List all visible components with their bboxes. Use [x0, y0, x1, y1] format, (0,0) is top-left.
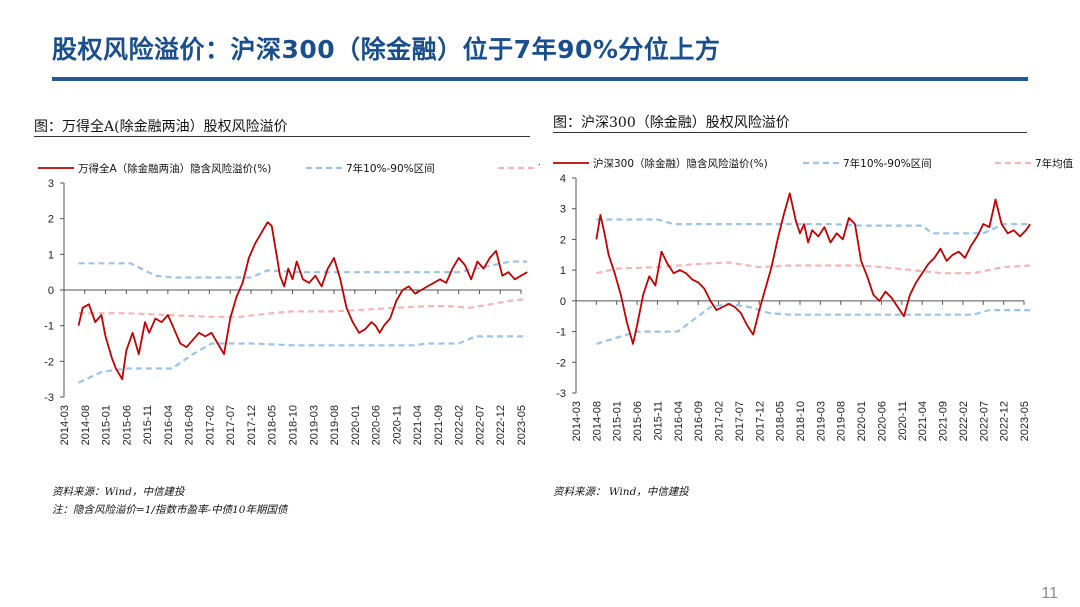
- left-figure-title: 图：万得全A(除金融两油）股权风险溢价: [34, 119, 288, 135]
- right-x-tick-label: 2015-06: [632, 401, 644, 441]
- right-x-tick-label: 2019-08: [836, 401, 848, 441]
- left-x-tick-label: 2023-05: [516, 405, 528, 445]
- slide-title: 股权风险溢价：沪深300（除金融）位于7年90%分位上方: [52, 35, 721, 64]
- left-x-tick-label: 2022-02: [454, 405, 466, 445]
- right-legend-label-2: 7年均值: [1035, 157, 1074, 170]
- right-y-tick-label: -3: [556, 388, 566, 400]
- left-x-tick-label: 2015-11: [142, 405, 154, 445]
- right-x-tick-label: 2020-06: [877, 401, 889, 441]
- left-x-tick-label: 2015-06: [121, 405, 133, 445]
- left-main-series-line: [77, 221, 528, 381]
- right-x-tick-label: 2014-03: [571, 401, 583, 441]
- left-note: 注：隐含风险溢价=1/指数市盈率-中债10年期国债: [52, 504, 288, 516]
- left-legend-label-2: 7年均值: [538, 162, 540, 175]
- right-y-tick-label: 4: [560, 173, 566, 185]
- right-x-tick-label: 2019-03: [815, 401, 827, 441]
- left-x-tick-label: 2022-12: [495, 405, 507, 445]
- right-mean-line: [596, 261, 1031, 275]
- left-source: 资料来源：Wind，中信建投: [52, 486, 185, 498]
- page-number: 11: [1041, 585, 1058, 602]
- left-x-tick-label: 2020-01: [350, 405, 362, 445]
- right-figure-title: 图：沪深300（除金融）股权风险溢价: [553, 115, 790, 131]
- left-y-tick-label: -2: [44, 356, 54, 368]
- left-x-tick-label: 2021-04: [412, 405, 424, 445]
- right-x-tick-label: 2017-02: [714, 401, 726, 441]
- right-source: 资料来源： Wind，中信建投: [553, 486, 689, 498]
- left-y-tick-label: 0: [48, 285, 54, 297]
- left-x-tick-label: 2018-05: [267, 405, 279, 445]
- left-y-tick-label: 2: [48, 214, 54, 226]
- right-legend-label-0: 沪深300（除金融）隐含风险溢价(%): [593, 157, 768, 170]
- right-x-tick-label: 2022-12: [999, 401, 1011, 441]
- left-x-tick-label: 2015-01: [101, 405, 113, 445]
- left-band-lower-line: [78, 335, 528, 384]
- right-x-tick-label: 2022-02: [958, 401, 970, 441]
- left-x-tick-label: 2017-12: [246, 405, 258, 445]
- right-y-tick-label: -2: [556, 357, 566, 369]
- right-x-tick-label: 2017-12: [754, 401, 766, 441]
- left-x-tick-label: 2021-09: [433, 405, 445, 445]
- left-x-tick-label: 2017-07: [225, 405, 237, 445]
- left-x-tick-label: 2019-03: [308, 405, 320, 445]
- left-x-tick-label: 2020-11: [391, 405, 403, 445]
- right-x-tick-label: 2015-11: [653, 401, 665, 441]
- left-x-tick-label: 2017-02: [204, 405, 216, 445]
- right-x-tick-label: 2017-07: [734, 401, 746, 441]
- left-chart: -3 -2 -1 0 1 2 3 2014-03 2014-08 2015-01 2015-06 20…: [38, 162, 540, 445]
- right-chart: -3 -2 -1 0 1 2 3 4 2014-03 2014-08 2015-01 2015-06 2…: [553, 157, 1074, 441]
- right-x-tick-label: 2016-09: [693, 401, 705, 441]
- left-x-tick-label: 2014-03: [59, 405, 71, 445]
- right-y-tick-label: 0: [560, 296, 566, 308]
- right-main-series-line: [595, 192, 1031, 345]
- right-x-tick-label: 2022-07: [978, 401, 990, 441]
- right-band-lower-line: [596, 302, 1031, 345]
- right-x-tick-label: 2015-01: [612, 401, 624, 441]
- left-x-tick-label: 2019-08: [329, 405, 341, 445]
- left-figure-rule: [34, 136, 530, 137]
- title-rule: [52, 77, 1028, 81]
- right-x-tick-label: 2020-01: [856, 401, 868, 441]
- left-band-upper-line: [78, 260, 528, 279]
- left-legend-label-1: 7年10%-90%区间: [346, 162, 435, 175]
- right-y-tick-label: 3: [560, 204, 566, 216]
- left-x-tick-label: 2018-10: [288, 405, 300, 445]
- right-y-tick-label: -1: [556, 327, 566, 339]
- right-x-tick-label: 2021-09: [938, 401, 950, 441]
- right-y-tick-label: 1: [560, 265, 566, 277]
- right-figure-rule: [553, 132, 1027, 133]
- left-x-tick-label: 2016-04: [163, 405, 175, 445]
- right-x-tick-label: 2021-04: [917, 401, 929, 441]
- right-x-tick-label: 2016-04: [673, 401, 685, 441]
- left-y-tick-label: -1: [44, 321, 54, 333]
- left-y-tick-label: -3: [44, 392, 54, 404]
- left-x-tick-label: 2020-06: [371, 405, 383, 445]
- left-x-tick-label: 2014-08: [80, 405, 92, 445]
- right-band-upper-line: [596, 218, 1031, 235]
- left-mean-line: [78, 297, 528, 318]
- right-legend-label-1: 7年10%-90%区间: [843, 157, 932, 170]
- right-x-tick-label: 2014-08: [591, 401, 603, 441]
- right-x-tick-label: 2023-05: [1019, 401, 1031, 441]
- left-legend-label-0: 万得全A（除金融两油）隐含风险溢价(%): [78, 162, 271, 175]
- left-y-tick-label: 3: [48, 178, 54, 190]
- left-x-tick-label: 2016-09: [184, 405, 196, 445]
- right-x-tick-label: 2020-11: [897, 401, 909, 441]
- left-y-tick-label: 1: [48, 249, 54, 261]
- right-x-tick-label: 2018-10: [795, 401, 807, 441]
- right-x-tick-label: 2018-05: [775, 401, 787, 441]
- left-x-tick-label: 2022-07: [475, 405, 487, 445]
- right-y-tick-label: 2: [560, 234, 566, 246]
